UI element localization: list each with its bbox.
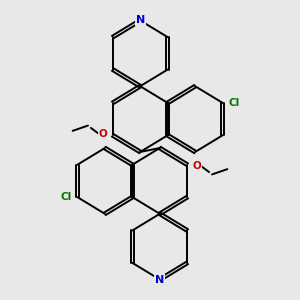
Text: O: O bbox=[99, 129, 108, 139]
Text: Cl: Cl bbox=[61, 192, 72, 202]
Text: N: N bbox=[136, 15, 145, 26]
Text: N: N bbox=[155, 274, 164, 285]
Text: O: O bbox=[192, 161, 201, 171]
Text: Cl: Cl bbox=[228, 98, 239, 108]
